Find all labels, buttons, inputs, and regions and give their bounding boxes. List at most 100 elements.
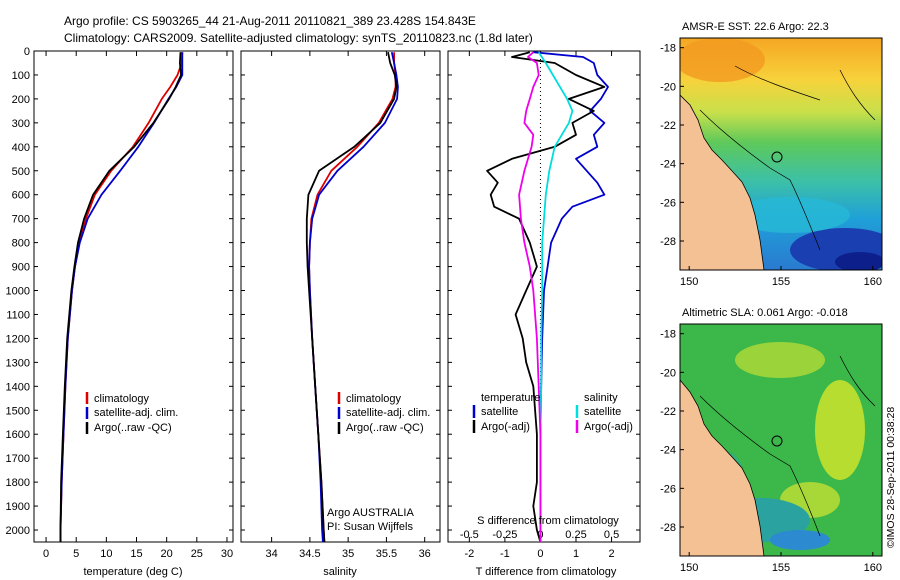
sla-contour [699,355,876,537]
x-tick-label: 2 [608,548,614,560]
difference-chart: -2 -1 0 1 2-0.5 -0.25 0 0.25 0.5 [448,50,640,560]
x-tick-label: 5 [73,548,79,560]
y-tick-label: 700 [12,214,30,226]
y-tick-label: 2000 [6,525,30,537]
y-tick-label: 900 [12,262,30,274]
legend-heading-temperature: temperature [481,392,540,404]
legend-label-sal-satellite: satellite [584,406,621,418]
map-y-tick-label: -26 [660,483,676,495]
y-tick-label: 1500 [6,405,30,417]
series-line-argo-raw-qc [305,52,398,543]
x-tick-label: 15 [130,548,142,560]
temperature-plot-frame [33,50,234,543]
top-tick-label: 0.25 [565,529,586,541]
y-tick-label: 1900 [6,501,30,513]
salinity-legend: climatology satellite-adj. clim. Argo(..… [337,392,430,434]
sst-contour [699,65,876,251]
sla-map-axes: 150 155 160 -18 -20 -22 -24 -26 -28 [660,329,882,574]
x-tick-label: 36 [419,548,431,560]
sst-warm-patch [680,38,765,82]
map-y-tick-label: -28 [660,522,676,534]
sla-map-title: Altimetric SLA: 0.061 Argo: -0.018 [682,307,848,319]
difference-xlabel: T difference from climatology [476,566,617,578]
sla-map [680,324,882,556]
difference-plot-frame [447,50,641,543]
series-line-salinity-argo-adj [518,51,542,542]
legend-label-sal-argo: Argo(-adj) [584,421,633,433]
legend-label-climatology: climatology [346,393,402,405]
x-tick-label: 30 [221,548,233,560]
map-y-tick-label: -22 [660,120,676,132]
map-y-tick-label: -18 [660,329,676,341]
y-tick-label: 1300 [6,357,30,369]
header-line-2: Climatology: CARS2009. Satellite-adjuste… [64,31,533,45]
y-tick-label: 200 [12,94,30,106]
s-difference-label: S difference from climatology [477,515,619,527]
x-tick-label: 25 [191,548,203,560]
y-tick-label: 300 [12,118,30,130]
sla-high-2 [815,380,865,480]
sla-high-1 [735,342,825,378]
map-x-tick-label: 160 [864,276,882,288]
difference-legend: temperature satellite Argo(-adj) salinit… [472,392,633,433]
series-line-satellite-adj-clim [308,52,399,543]
y-tick-label: 400 [12,142,30,154]
x-tick-label: 35 [342,548,354,560]
series-line-argo-raw-qc [59,52,183,542]
argo-float-marker [771,151,783,163]
map-x-tick-label: 150 [680,276,698,288]
series-line-temperature-argo-adj [486,51,606,543]
map-y-tick-label: -26 [660,197,676,209]
legend-label-argo: Argo(..raw -QC) [94,422,172,434]
x-tick-label: -1 [500,548,510,560]
x-tick-label: 0 [43,548,49,560]
salinity-chart: 34 34.5 35 35.5 36 [241,50,440,560]
map-y-tick-label: -20 [660,81,676,93]
y-tick-label: 1400 [6,381,30,393]
header-line-1: Argo profile: CS 5903265_44 21-Aug-2011 … [64,14,476,28]
salinity-xlabel: salinity [323,566,357,578]
argo-float-marker [771,435,783,447]
y-tick-label: 100 [12,70,30,82]
top-tick-label: 0.5 [604,529,619,541]
x-tick-label: 1 [573,548,579,560]
imos-stamp: ©IMOS 28-Sep-2011 00:38:28 [885,407,897,548]
argo-australia-label: Argo AUSTRALIA [327,507,414,519]
temperature-chart: 0 5 10 15 20 25 300100200300400500600700800900… [6,46,234,560]
y-tick-label: 800 [12,238,30,250]
legend-label-argo: Argo(..raw -QC) [346,422,424,434]
map-x-tick-label: 160 [864,562,882,574]
legend-heading-salinity: salinity [584,392,618,404]
map-y-tick-label: -18 [660,43,676,55]
pi-label: PI: Susan Wijffels [327,521,413,533]
series-line-satellite-adj-clim [59,52,184,542]
y-tick-label: 500 [12,166,30,178]
y-tick-label: 1600 [6,429,30,441]
x-tick-label: 20 [161,548,173,560]
legend-label-climatology: climatology [94,393,150,405]
y-tick-label: 600 [12,190,30,202]
series-line-climatology [59,52,184,542]
sst-mid-patch [730,197,850,233]
map-y-tick-label: -20 [660,367,676,379]
top-tick-label: -0.5 [460,529,479,541]
sst-map [680,38,882,270]
x-tick-label: -2 [464,548,474,560]
map-y-tick-label: -28 [660,236,676,248]
map-x-tick-label: 150 [680,562,698,574]
sst-map-title: AMSR-E SST: 22.6 Argo: 22.3 [682,21,829,33]
map-y-tick-label: -24 [660,445,676,457]
sla-low-3 [770,530,830,550]
x-tick-label: 35.5 [376,548,397,560]
y-tick-label: 1000 [6,286,30,298]
sst-map-axes: 150 155 160 -18 -20 -22 -24 -26 -28 [660,43,882,288]
map-y-tick-label: -24 [660,159,676,171]
map-x-tick-label: 155 [772,276,790,288]
legend-label-satellite: satellite-adj. clim. [94,407,178,419]
y-tick-label: 0 [24,46,30,58]
legend-label-satellite: satellite-adj. clim. [346,407,430,419]
y-tick-label: 1100 [6,309,30,321]
legend-label-temp-argo: Argo(-adj) [481,421,530,433]
map-y-tick-label: -22 [660,406,676,418]
